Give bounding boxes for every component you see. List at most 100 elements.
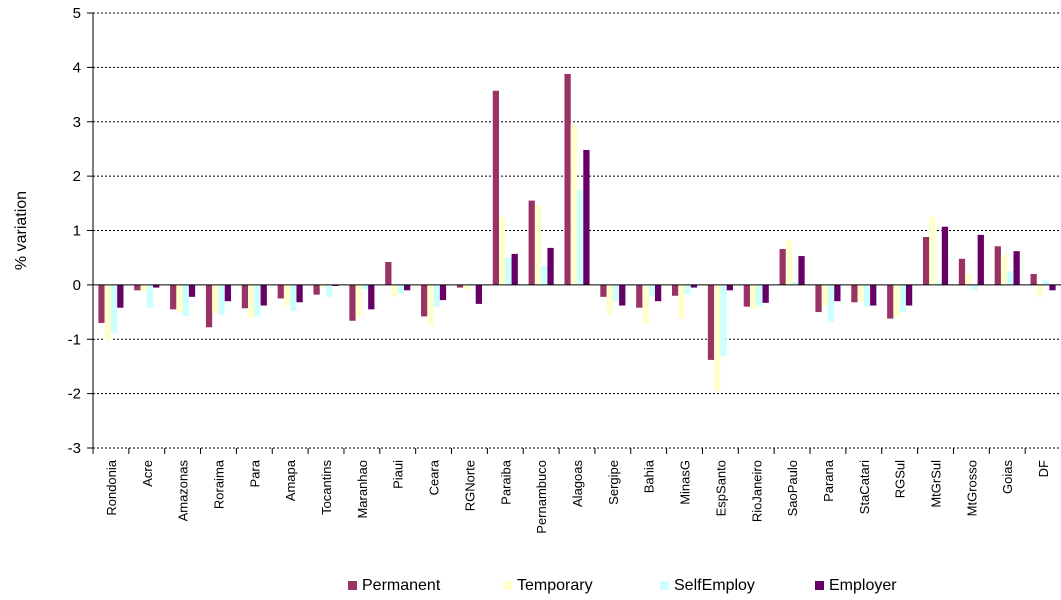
bar-permanent-rgnorte [456, 284, 464, 288]
x-tick-label: Paraiba [498, 459, 513, 505]
bar-employer-tocantins [332, 284, 339, 286]
bar-permanent-rondonia [98, 284, 105, 323]
bar-permanent-espsanto [707, 284, 715, 360]
bar-permanent-riojaneiro [743, 284, 750, 307]
bar-selfemploy-parana [827, 284, 835, 322]
bar-employer-piaui [404, 284, 411, 291]
bar-selfemploy-para [254, 284, 261, 317]
bar-permanent-maranhao [349, 284, 356, 321]
y-tick-label: 5 [73, 5, 81, 22]
legend-label-permanent: Permanent [362, 577, 441, 594]
bar-employer-saopaulo [798, 256, 805, 285]
bar-employer-pernambuco [547, 247, 554, 285]
bar-employer-espsanto [726, 284, 733, 291]
x-tick-label: Alagoas [570, 460, 585, 507]
bar-temporary-sergipe [606, 284, 613, 315]
bar-permanent-acre [134, 284, 141, 291]
bar-selfemploy-mtgrsul [935, 282, 942, 285]
bar-temporary-maranhao [355, 284, 362, 317]
bar-temporary-parana [821, 284, 828, 306]
y-tick-label: 1 [73, 223, 81, 240]
x-tick-label: Parana [821, 459, 836, 502]
y-tick-label: 0 [73, 277, 81, 294]
bar-selfemploy-saopaulo [792, 282, 799, 285]
bar-temporary-mtgrosso [965, 274, 972, 285]
x-tick-label: Rondonia [104, 459, 119, 515]
legend-swatch-permanent [348, 581, 357, 590]
bar-permanent-saopaulo [779, 248, 786, 285]
bar-temporary-saopaulo [785, 239, 793, 285]
x-tick-label: StaCatari [857, 460, 872, 514]
bar-temporary-ceara [427, 284, 434, 326]
bar-permanent-bahia [636, 284, 643, 308]
bar-permanent-df [1030, 274, 1037, 285]
bar-permanent-pernambuco [528, 200, 535, 285]
bar-temporary-bahia [642, 284, 649, 325]
bar-permanent-rgsul [887, 284, 894, 319]
bar-employer-amazonas [188, 284, 196, 297]
bar-permanent-alagoas [564, 73, 571, 285]
legend-label-temporary: Temporary [517, 577, 593, 594]
bar-selfemploy-df [1043, 280, 1050, 285]
bar-temporary-goias [1000, 254, 1008, 285]
bar-employer-alagoas [583, 150, 590, 285]
bar-selfemploy-piaui [397, 284, 405, 294]
bar-selfemploy-rgnorte [469, 283, 476, 285]
bar-permanent-piaui [385, 262, 392, 285]
bar-permanent-roraima [205, 284, 213, 328]
x-tick-label: Maranhao [355, 460, 370, 519]
bar-selfemploy-paraiba [505, 257, 512, 285]
x-tick-label: MinasG [678, 460, 693, 505]
bar-selfemploy-amazonas [182, 284, 189, 317]
x-tick-label: RioJaneiro [749, 460, 764, 522]
legend-swatch-selfemploy [660, 581, 669, 590]
bar-employer-acre [153, 284, 160, 288]
x-tick-label: Amapa [283, 459, 298, 501]
x-tick-label: Pernambuco [534, 460, 549, 534]
bar-employer-sergipe [619, 284, 626, 306]
x-tick-label: DF [1036, 460, 1051, 477]
y-axis-title: % variation [13, 191, 30, 270]
bar-temporary-rondonia [104, 284, 111, 341]
bar-permanent-goias [994, 246, 1001, 285]
bar-employer-ceara [439, 284, 447, 301]
bar-permanent-minasg [672, 284, 679, 296]
x-tick-label: Amazonas [176, 460, 191, 522]
bar-selfemploy-ceara [433, 284, 440, 307]
bar-employer-para [260, 284, 267, 306]
legend-label-selfemploy: SelfEmploy [674, 577, 755, 594]
bar-permanent-amapa [277, 284, 284, 299]
bar-permanent-tocantins [313, 284, 320, 295]
bar-temporary-para [248, 284, 255, 318]
bar-employer-rondonia [117, 284, 124, 308]
bar-temporary-espsanto [714, 284, 721, 391]
bar-selfemploy-alagoas [577, 189, 584, 285]
x-tick-label: Ceara [427, 459, 442, 495]
x-tick-label: MtGrosso [964, 460, 979, 516]
bar-selfemploy-goias [1007, 271, 1014, 285]
bar-temporary-acre [140, 284, 147, 292]
bar-employer-mtgrosso [977, 234, 984, 285]
x-tick-label: RGSul [893, 460, 908, 498]
bar-temporary-paraiba [499, 216, 506, 285]
y-tick-label: 2 [73, 168, 81, 185]
x-tick-label: Roraima [211, 459, 226, 509]
bar-employer-roraima [224, 284, 232, 302]
bar-employer-minasg [690, 284, 698, 288]
bar-employer-goias [1013, 251, 1020, 285]
bar-selfemploy-maranhao [361, 284, 369, 290]
x-tick-label: Acre [140, 460, 155, 487]
bar-selfemploy-tocantins [326, 284, 333, 297]
x-tick-label: EspSanto [713, 460, 728, 516]
bar-permanent-stacatari [851, 284, 858, 303]
bar-selfemploy-minasg [684, 284, 691, 295]
bar-temporary-pernambuco [534, 204, 542, 285]
y-tick-label: 4 [73, 59, 81, 76]
x-tick-label: MtGrSul [929, 460, 944, 508]
x-tick-label: Bahia [642, 459, 657, 493]
bar-employer-parana [834, 284, 841, 302]
y-tick-label: -1 [68, 331, 81, 348]
bar-temporary-df [1036, 284, 1044, 297]
